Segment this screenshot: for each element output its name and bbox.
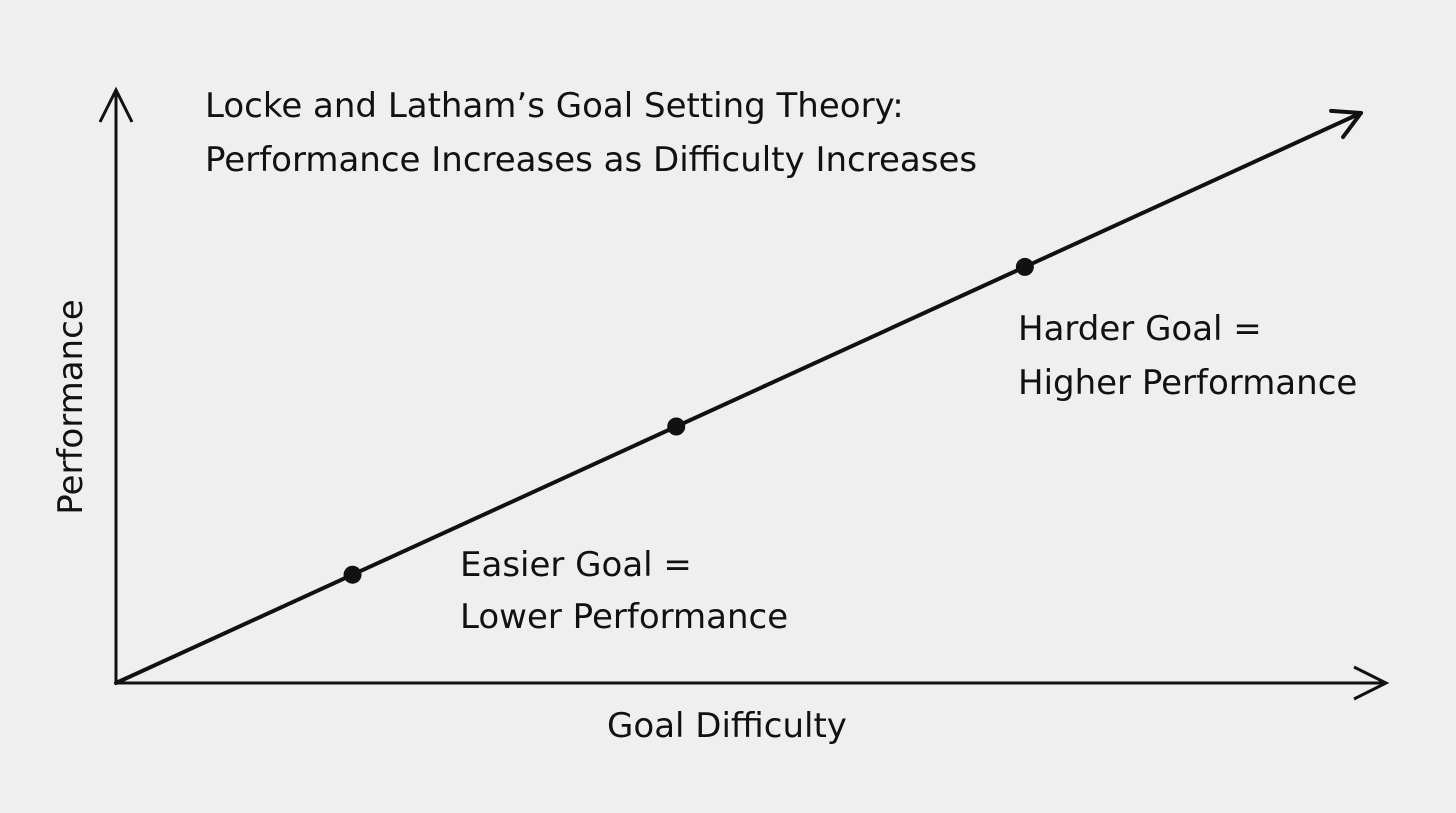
- trend-line: [114, 111, 1363, 685]
- chart-title-line-1: Locke and Latham’s Goal Setting Theory:: [205, 86, 904, 126]
- trend-line-arrowhead: [1329, 108, 1363, 140]
- y-axis-label: Performance: [51, 299, 91, 514]
- x-axis-arrowhead: [1353, 665, 1390, 701]
- data-point: [343, 565, 362, 584]
- annotation-harder-line-2: Higher Performance: [1018, 363, 1357, 403]
- annotation-harder-line-1: Harder Goal =: [1018, 309, 1262, 349]
- y-axis-arrowhead: [98, 86, 134, 123]
- x-axis-label: Goal Difficulty: [607, 706, 847, 746]
- data-point: [667, 417, 686, 436]
- annotation-easier-line-2: Lower Performance: [460, 597, 788, 637]
- annotation-easier-line-1: Easier Goal =: [460, 545, 692, 585]
- chart-title-line-2: Performance Increases as Difficulty Incr…: [205, 140, 977, 180]
- data-point: [1015, 257, 1034, 276]
- plot-layer: [114, 108, 1363, 685]
